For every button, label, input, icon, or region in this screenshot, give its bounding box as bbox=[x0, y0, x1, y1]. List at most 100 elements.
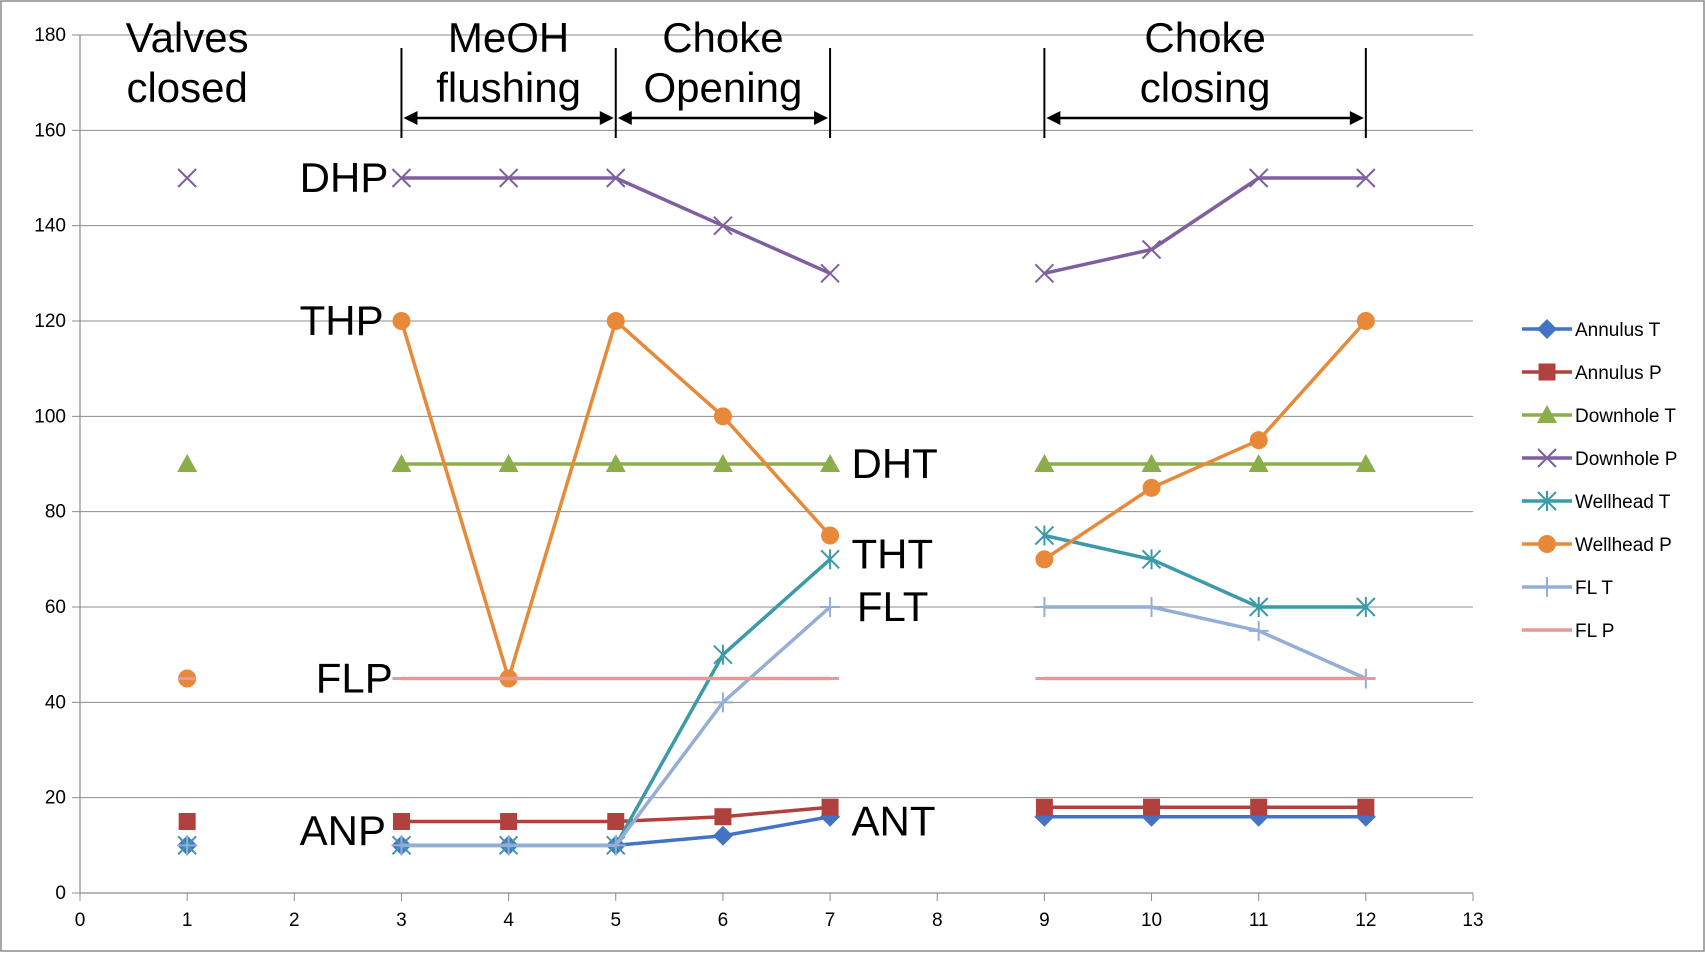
arrowhead bbox=[1349, 111, 1364, 125]
series-tag: FLT bbox=[857, 583, 929, 630]
data-point-annulus-p bbox=[392, 813, 410, 830]
x-tick-label: 11 bbox=[1249, 910, 1269, 931]
series-tag: THP bbox=[300, 297, 384, 344]
legend-item-wellhead-p: Wellhead P bbox=[1522, 535, 1672, 556]
data-point-downhole-p bbox=[1141, 239, 1162, 260]
data-point-fl-t bbox=[391, 835, 412, 856]
x-tick-label: 13 bbox=[1462, 910, 1483, 931]
data-point-downhole-p-stroke bbox=[177, 168, 197, 188]
data-point-downhole-t bbox=[498, 454, 519, 472]
legend: Annulus T Annulus P Downhole T Downhole P We… bbox=[1522, 319, 1677, 642]
data-point-wellhead-p bbox=[713, 407, 732, 426]
data-point-downhole-p bbox=[820, 263, 840, 284]
data-point-downhole-t bbox=[1034, 454, 1055, 472]
legend-item-downhole-t: Downhole T bbox=[1522, 405, 1676, 427]
arrowhead bbox=[617, 111, 632, 125]
y-tick-label: 140 bbox=[34, 216, 66, 237]
legend-label: FL P bbox=[1575, 621, 1614, 642]
data-point-downhole-p-stroke bbox=[606, 168, 626, 188]
data-point-downhole-t bbox=[391, 454, 412, 472]
y-tick-label: 40 bbox=[45, 692, 66, 713]
data-point-annulus-p bbox=[1035, 798, 1053, 816]
data-point-wellhead-t bbox=[1356, 597, 1376, 617]
arrowhead bbox=[814, 111, 829, 125]
phase-label: Choke bbox=[1144, 14, 1265, 61]
data-point-wellhead-t bbox=[820, 549, 840, 570]
data-point-wellhead-p bbox=[821, 526, 840, 545]
data-point-downhole-p bbox=[1034, 263, 1055, 284]
series-line-fl-t bbox=[1044, 605, 1367, 681]
arrowhead bbox=[403, 111, 418, 125]
data-point-downhole-t bbox=[1355, 454, 1376, 472]
data-point-wellhead-p bbox=[606, 312, 625, 330]
x-tick-label: 12 bbox=[1355, 910, 1376, 931]
phase-label: Choke bbox=[662, 14, 783, 61]
data-point-downhole-t bbox=[605, 454, 626, 472]
y-tick-label: 80 bbox=[45, 502, 66, 523]
series-group bbox=[177, 168, 1376, 856]
legend-item-annulus-p: Annulus P bbox=[1522, 363, 1662, 384]
data-point-downhole-t bbox=[820, 454, 841, 472]
data-point-annulus-p bbox=[1357, 798, 1375, 816]
data-point-downhole-p bbox=[606, 168, 626, 188]
data-point-annulus-p bbox=[1143, 798, 1161, 816]
series-tag: ANP bbox=[300, 807, 386, 854]
series-tag: DHT bbox=[852, 440, 938, 487]
legend-item-annulus-t: Annulus T bbox=[1522, 319, 1661, 341]
data-point-fl-t bbox=[1141, 597, 1162, 617]
series-wellhead-p bbox=[178, 312, 1375, 688]
data-point-wellhead-p bbox=[1142, 478, 1161, 497]
legend-item-fl-p: FL P bbox=[1522, 621, 1614, 642]
arrowhead bbox=[1046, 111, 1061, 125]
legend-label: Downhole T bbox=[1575, 406, 1676, 427]
series-tag: FLP bbox=[316, 655, 393, 702]
phase-label: Opening bbox=[644, 64, 803, 111]
data-point-downhole-p bbox=[1248, 168, 1269, 188]
legend-swatch-marker bbox=[1538, 363, 1556, 381]
data-point-downhole-p-stroke bbox=[498, 168, 519, 188]
x-tick-label: 7 bbox=[825, 910, 836, 931]
legend-swatch-marker bbox=[1538, 535, 1556, 553]
phase-label: flushing bbox=[436, 64, 581, 111]
legend-label: Annulus P bbox=[1575, 363, 1662, 384]
data-point-annulus-t bbox=[712, 825, 733, 846]
x-tick-label: 1 bbox=[182, 910, 193, 931]
arrowhead bbox=[599, 111, 614, 125]
data-point-downhole-p-stroke bbox=[1248, 168, 1269, 188]
data-point-wellhead-t bbox=[713, 644, 733, 665]
legend-label: Annulus T bbox=[1575, 320, 1661, 341]
data-point-downhole-t bbox=[177, 454, 198, 472]
data-point-downhole-p bbox=[498, 168, 519, 188]
x-tick-label: 4 bbox=[503, 910, 514, 931]
data-point-fl-t bbox=[820, 597, 841, 617]
legend-label: FL T bbox=[1575, 578, 1613, 599]
series-fl-t bbox=[177, 597, 1376, 856]
y-tick-label: 60 bbox=[45, 597, 66, 618]
y-tick-label: 100 bbox=[34, 406, 66, 427]
x-tick-label: 6 bbox=[718, 910, 729, 931]
data-point-wellhead-p bbox=[1356, 312, 1375, 330]
data-point-downhole-p-stroke bbox=[713, 215, 733, 236]
data-point-wellhead-t bbox=[1248, 597, 1269, 617]
data-point-downhole-t bbox=[1248, 454, 1269, 472]
data-point-downhole-p-stroke bbox=[820, 263, 840, 284]
x-tick-label: 5 bbox=[610, 910, 621, 931]
data-point-wellhead-t bbox=[1034, 525, 1055, 546]
data-point-downhole-t bbox=[712, 454, 733, 472]
data-point-fl-t bbox=[177, 835, 198, 856]
data-point-fl-t bbox=[1248, 620, 1269, 641]
legend-label: Downhole P bbox=[1575, 449, 1677, 470]
legend-swatch-marker bbox=[1537, 577, 1557, 597]
legend-item-fl-t: FL T bbox=[1522, 577, 1613, 599]
data-point-annulus-p bbox=[714, 808, 732, 826]
x-tick-label: 9 bbox=[1039, 910, 1050, 931]
legend-swatch-marker bbox=[1537, 405, 1557, 423]
series-tag: THT bbox=[852, 531, 934, 578]
data-point-fl-t bbox=[605, 835, 626, 856]
data-point-downhole-p-stroke bbox=[391, 168, 412, 188]
legend-swatch-marker bbox=[1537, 448, 1557, 468]
y-tick-label: 0 bbox=[55, 883, 66, 904]
legend-swatch-marker bbox=[1537, 319, 1557, 339]
data-point-annulus-p bbox=[178, 813, 196, 830]
